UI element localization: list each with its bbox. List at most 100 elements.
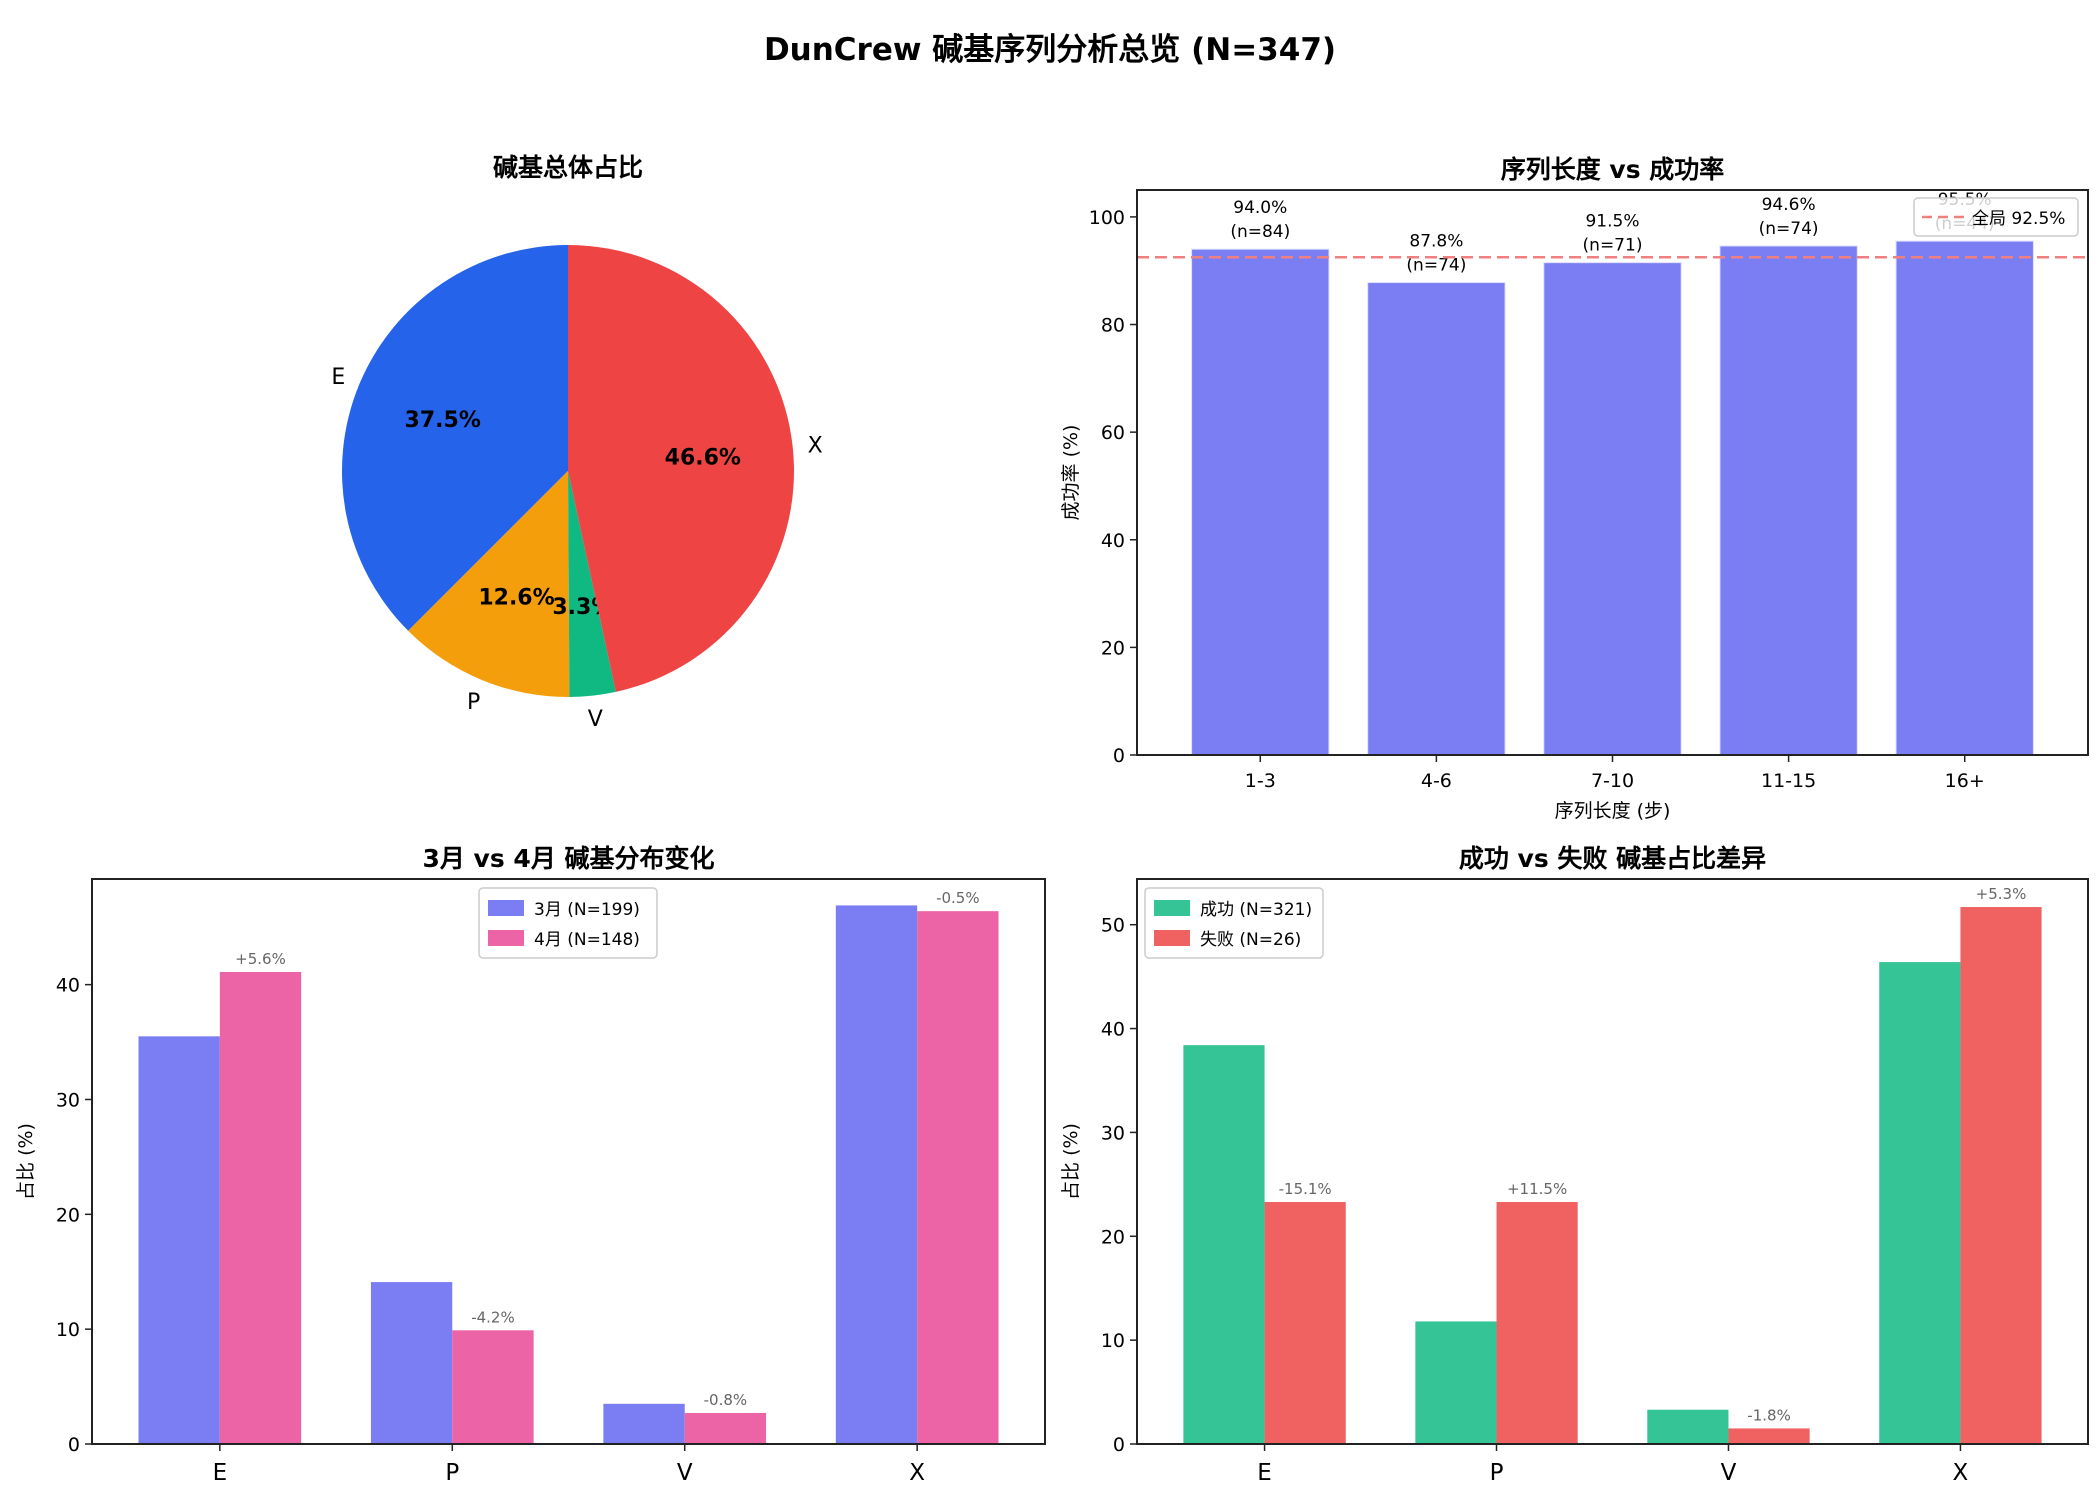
- bar-count-label: (n=74): [1759, 219, 1819, 239]
- bar-V-series-0: [1647, 1409, 1729, 1444]
- bar-X-series-1: [1960, 907, 2042, 1444]
- bar-7-10: [1543, 262, 1682, 756]
- x-tick-label: X: [909, 1460, 925, 1486]
- pie-pct-label: 12.6%: [478, 585, 554, 610]
- axes-frame: [1136, 189, 2089, 756]
- axes-frame: [91, 878, 1046, 1445]
- legend-swatch: [1154, 930, 1190, 946]
- y-axis-label: 成功率 (%): [1060, 425, 1082, 521]
- pie-slice-V: [568, 471, 616, 697]
- bar-count-label: (n=74): [1406, 256, 1466, 276]
- bar-X-series-0: [835, 905, 918, 1444]
- legend: 成功 (N=321) 失败 (N=26): [1144, 887, 1324, 959]
- pie-slice-P: [408, 471, 570, 697]
- figure-title: DunCrew 碱基序列分析总览 (N=347): [763, 32, 1337, 68]
- x-tick-label: 11-15: [1761, 770, 1816, 792]
- diff-label: -4.2%: [471, 1308, 515, 1326]
- bar-X-series-0: [1879, 962, 1961, 1444]
- legend-label: 3月 (N=199): [534, 900, 640, 920]
- y-tick-label: 0: [68, 1434, 80, 1456]
- legend: 3月 (N=199) 4月 (N=148): [478, 887, 658, 959]
- x-tick-label: 16+: [1945, 770, 1985, 792]
- x-tick-label: V: [677, 1460, 693, 1486]
- x-tick-label: V: [1721, 1460, 1737, 1486]
- x-tick-label: P: [445, 1460, 459, 1486]
- x-tick-label: 4-6: [1421, 770, 1452, 792]
- y-tick-label: 30: [1101, 1122, 1125, 1144]
- diff-label: +5.3%: [1976, 885, 2027, 903]
- y-tick-label: 40: [1101, 1019, 1125, 1041]
- bar-V-series-1: [1728, 1428, 1810, 1444]
- bar-P-series-0: [370, 1282, 453, 1444]
- y-tick-label: 40: [56, 975, 80, 997]
- y-tick-label: 20: [1101, 637, 1125, 659]
- x-tick-label: E: [1257, 1460, 1272, 1486]
- y-axis-label: 占比 (%): [15, 1123, 37, 1200]
- bar-4-6: [1367, 282, 1506, 756]
- legend: 全局 92.5%: [1913, 197, 2079, 237]
- pie-label: X: [808, 433, 823, 458]
- legend-swatch: [488, 900, 524, 916]
- bar-P-series-1: [452, 1330, 534, 1444]
- x-tick-label: 1-3: [1245, 770, 1276, 792]
- pie-title: 碱基总体占比: [493, 153, 643, 182]
- y-tick-label: 60: [1101, 422, 1125, 444]
- y-tick-label: 10: [56, 1319, 80, 1341]
- y-axis-label: 占比 (%): [1060, 1123, 1082, 1200]
- legend-swatch: [488, 930, 524, 946]
- legend-label: 4月 (N=148): [534, 930, 640, 950]
- x-tick-label: X: [1953, 1460, 1969, 1486]
- diff-label: +5.6%: [235, 950, 286, 968]
- bar-E-series-0: [138, 1036, 220, 1444]
- bar-E-series-1: [219, 972, 302, 1444]
- bar-count-label: (n=84): [1230, 222, 1290, 242]
- bar-V-series-1: [684, 1412, 767, 1444]
- length-success-chart-panel: 序列长度 vs 成功率 0 20 40 60 80 100 成功率 (%) 94.0% (n=84…: [1060, 155, 2089, 822]
- bar-value-label: 87.8%: [1409, 232, 1463, 252]
- y-tick-label: 10: [1101, 1330, 1125, 1352]
- diff-label: -15.1%: [1279, 1180, 1332, 1198]
- bar-P-series-0: [1415, 1321, 1497, 1444]
- bar-value-label: 94.6%: [1762, 195, 1816, 215]
- pie-label: V: [588, 707, 603, 732]
- bar-X-series-1: [917, 911, 999, 1444]
- y-tick-label: 80: [1101, 315, 1125, 337]
- bar-E-series-0: [1183, 1045, 1265, 1444]
- x-axis-label: 序列长度 (步): [1555, 800, 1671, 822]
- y-tick-label: 100: [1089, 207, 1125, 229]
- pie-pct-label: 37.5%: [405, 408, 481, 433]
- bar-value-label: 91.5%: [1585, 212, 1639, 232]
- chart-title: 成功 vs 失败 碱基占比差异: [1459, 844, 1766, 873]
- diff-label: +11.5%: [1507, 1180, 1567, 1198]
- legend-swatch: [1154, 900, 1190, 916]
- diff-label: -1.8%: [1747, 1406, 1791, 1424]
- pie-pct-label: 46.6%: [665, 446, 741, 471]
- x-tick-label: 7-10: [1591, 770, 1634, 792]
- x-tick-label: E: [213, 1460, 228, 1486]
- legend-label: 全局 92.5%: [1972, 209, 2065, 229]
- chart-title: 序列长度 vs 成功率: [1501, 155, 1725, 184]
- pie-slice-E: [341, 245, 568, 631]
- diff-label: -0.8%: [704, 1391, 748, 1409]
- y-tick-label: 50: [1101, 915, 1125, 937]
- y-tick-label: 20: [56, 1204, 80, 1226]
- x-tick-label: P: [1490, 1460, 1504, 1486]
- axes-frame: [1136, 878, 2089, 1445]
- pie-slice-X: [568, 244, 794, 692]
- bar-16+: [1895, 240, 2034, 756]
- pie-label: P: [467, 690, 480, 715]
- y-tick-label: 40: [1101, 530, 1125, 552]
- chart-title: 3月 vs 4月 碱基分布变化: [422, 844, 714, 873]
- bar-1-3: [1191, 248, 1330, 756]
- diff-label: -0.5%: [936, 889, 980, 907]
- bar-count-label: (n=71): [1583, 236, 1643, 256]
- month-compare-chart-panel: 3月 vs 4月 碱基分布变化 0 10 20 30 40 占比 (%) +5.6% E -4.2…: [15, 844, 1046, 1486]
- success-fail-chart-panel: 成功 vs 失败 碱基占比差异 0 10 20 30 40 50 占比 (%) -15.1% E +…: [1060, 844, 2089, 1486]
- pie-label: E: [331, 365, 345, 390]
- y-tick-label: 30: [56, 1089, 80, 1111]
- y-tick-label: 0: [1113, 1434, 1125, 1456]
- bar-E-series-1: [1264, 1202, 1346, 1444]
- y-tick-label: 20: [1101, 1226, 1125, 1248]
